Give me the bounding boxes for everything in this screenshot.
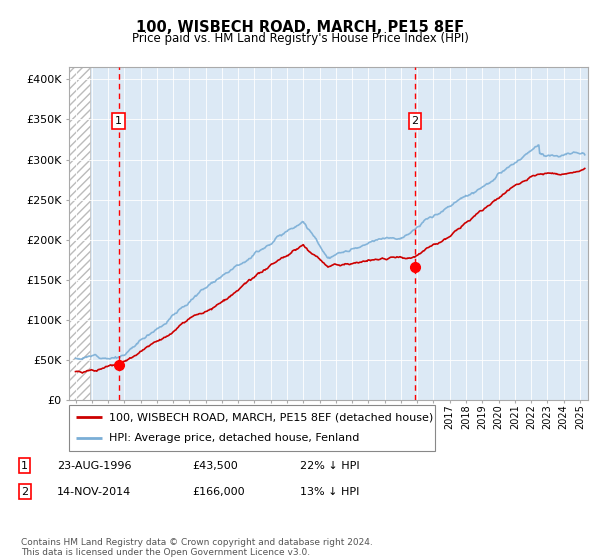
Text: 2: 2 — [21, 487, 28, 497]
Text: 2: 2 — [412, 116, 419, 126]
Text: HPI: Average price, detached house, Fenland: HPI: Average price, detached house, Fenl… — [109, 433, 359, 444]
Text: 1: 1 — [115, 116, 122, 126]
Text: £43,500: £43,500 — [192, 461, 238, 471]
Text: 14-NOV-2014: 14-NOV-2014 — [57, 487, 131, 497]
Text: 100, WISBECH ROAD, MARCH, PE15 8EF: 100, WISBECH ROAD, MARCH, PE15 8EF — [136, 20, 464, 35]
Bar — [69, 67, 91, 400]
Text: £166,000: £166,000 — [192, 487, 245, 497]
Text: 100, WISBECH ROAD, MARCH, PE15 8EF (detached house): 100, WISBECH ROAD, MARCH, PE15 8EF (deta… — [109, 412, 434, 422]
Text: 22% ↓ HPI: 22% ↓ HPI — [300, 461, 359, 471]
Text: Contains HM Land Registry data © Crown copyright and database right 2024.
This d: Contains HM Land Registry data © Crown c… — [21, 538, 373, 557]
FancyBboxPatch shape — [69, 405, 435, 451]
Text: 1: 1 — [21, 461, 28, 471]
Text: 13% ↓ HPI: 13% ↓ HPI — [300, 487, 359, 497]
Text: 23-AUG-1996: 23-AUG-1996 — [57, 461, 131, 471]
Text: Price paid vs. HM Land Registry's House Price Index (HPI): Price paid vs. HM Land Registry's House … — [131, 32, 469, 45]
